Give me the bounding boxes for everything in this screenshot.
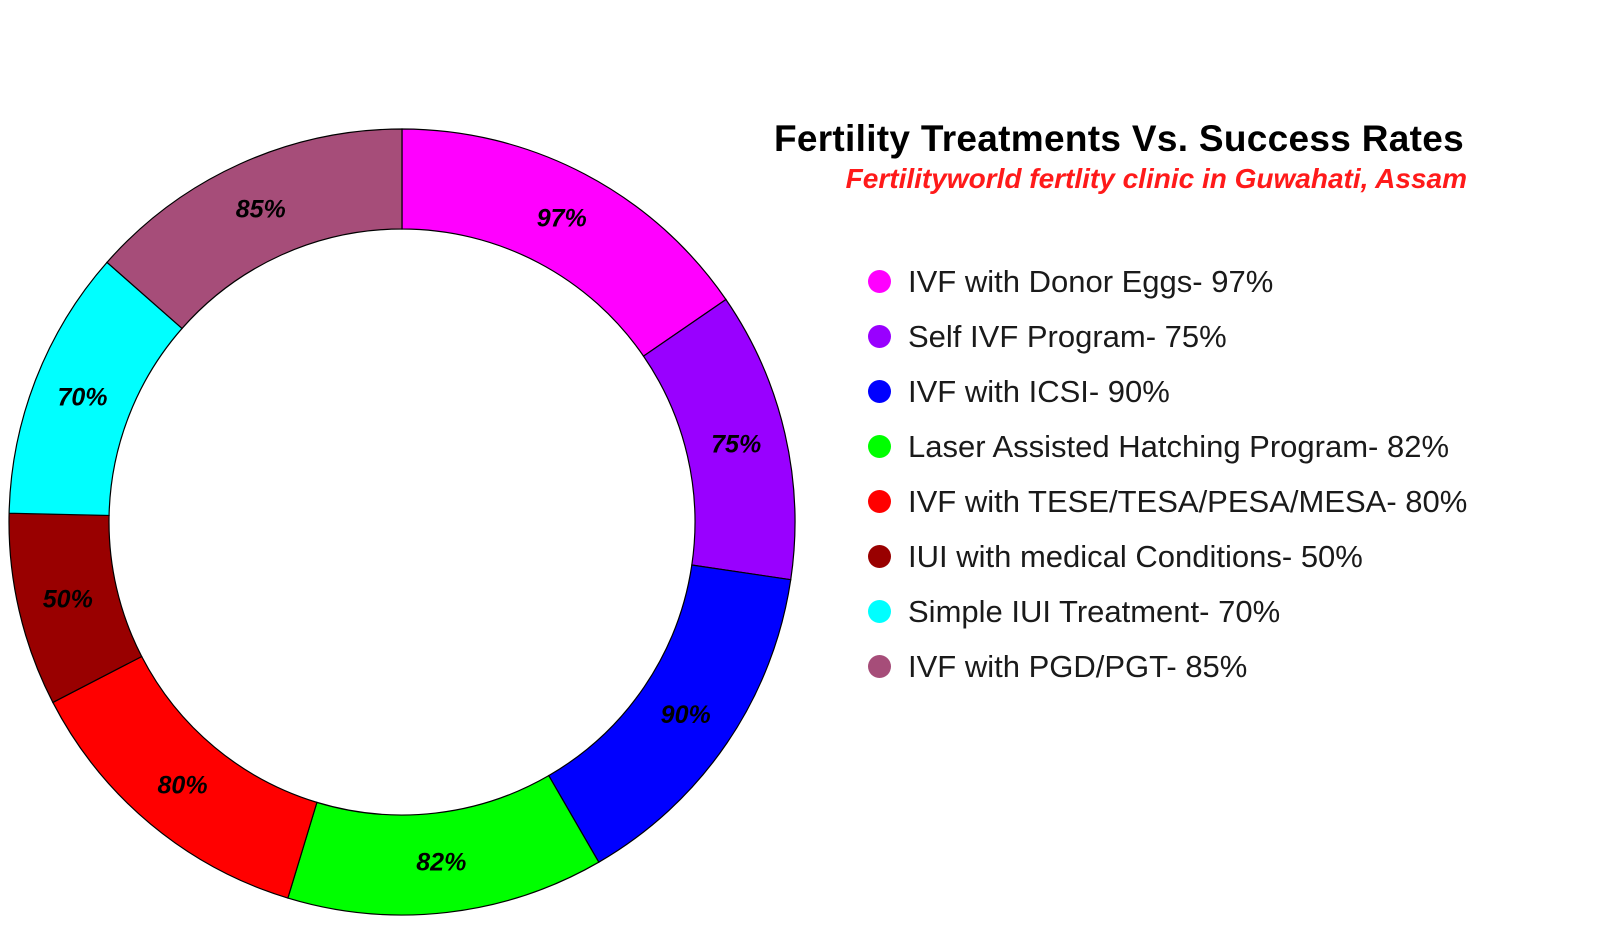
legend-label: Self IVF Program- 75% (908, 318, 1227, 354)
legend-item-iui-with-medical-conditions: IUI with medical Conditions- 50% (868, 529, 1467, 584)
slice-label-ivf-with-pgd-pgt: 85% (236, 195, 286, 223)
legend-item-ivf-with-tese-tesa-pesa-mesa: IVF with TESE/TESA/PESA/MESA- 80% (868, 474, 1467, 529)
slice-label-laser-assisted-hatching-program: 82% (416, 849, 466, 877)
legend-item-simple-iui-treatment: Simple IUI Treatment- 70% (868, 584, 1467, 639)
legend-marker (868, 490, 891, 513)
legend-marker (868, 325, 891, 348)
legend-marker (868, 545, 891, 568)
legend-label: IVF with PGD/PGT- 85% (908, 648, 1248, 684)
legend-item-ivf-with-pgd-pgt: IVF with PGD/PGT- 85% (868, 639, 1467, 694)
slice-label-ivf-with-icsi: 90% (661, 701, 711, 729)
slice-label-ivf-with-donor-eggs: 97% (537, 204, 587, 232)
slice-label-simple-iui-treatment: 70% (57, 383, 107, 411)
legend-item-laser-assisted-hatching-program: Laser Assisted Hatching Program- 82% (868, 419, 1467, 474)
chart-subtitle: Fertilityworld fertlity clinic in Guwaha… (845, 163, 1467, 194)
legend-label: Laser Assisted Hatching Program- 82% (908, 428, 1450, 464)
slice-label-self-ivf-program: 75% (711, 431, 761, 459)
legend-label: IVF with Donor Eggs- 97% (908, 263, 1274, 299)
slice-labels: 97% 75% 90% 82% 80% 50% 70% 85% (43, 195, 761, 876)
legend-label: IVF with TESE/TESA/PESA/MESA- 80% (908, 483, 1468, 519)
donut-slices (8, 128, 796, 916)
legend-label: IVF with ICSI- 90% (908, 373, 1170, 409)
legend-marker (868, 435, 891, 458)
chart-legend: IVF with Donor Eggs- 97% Self IVF Program… (868, 254, 1467, 694)
legend-item-self-ivf-program: Self IVF Program- 75% (868, 309, 1467, 364)
legend-label: IUI with medical Conditions- 50% (908, 538, 1363, 574)
slice-label-iui-with-medical-conditions: 50% (43, 585, 93, 613)
slice-ivf-with-pgd-pgt (106, 128, 403, 330)
slice-label-ivf-with-tese-tesa-pesa-mesa: 80% (158, 772, 208, 800)
chart-title: Fertility Treatments Vs. Success Rates (773, 118, 1464, 159)
legend-item-ivf-with-icsi: IVF with ICSI- 90% (868, 364, 1467, 419)
legend-label: Simple IUI Treatment- 70% (908, 593, 1281, 629)
legend-marker (868, 600, 891, 623)
legend-marker (868, 380, 891, 403)
legend-marker (868, 270, 891, 293)
legend-marker (868, 655, 891, 678)
slice-laser-assisted-hatching-program (287, 774, 600, 916)
legend-item-ivf-with-donor-eggs: IVF with Donor Eggs- 97% (868, 254, 1467, 309)
slice-ivf-with-donor-eggs (401, 128, 727, 357)
